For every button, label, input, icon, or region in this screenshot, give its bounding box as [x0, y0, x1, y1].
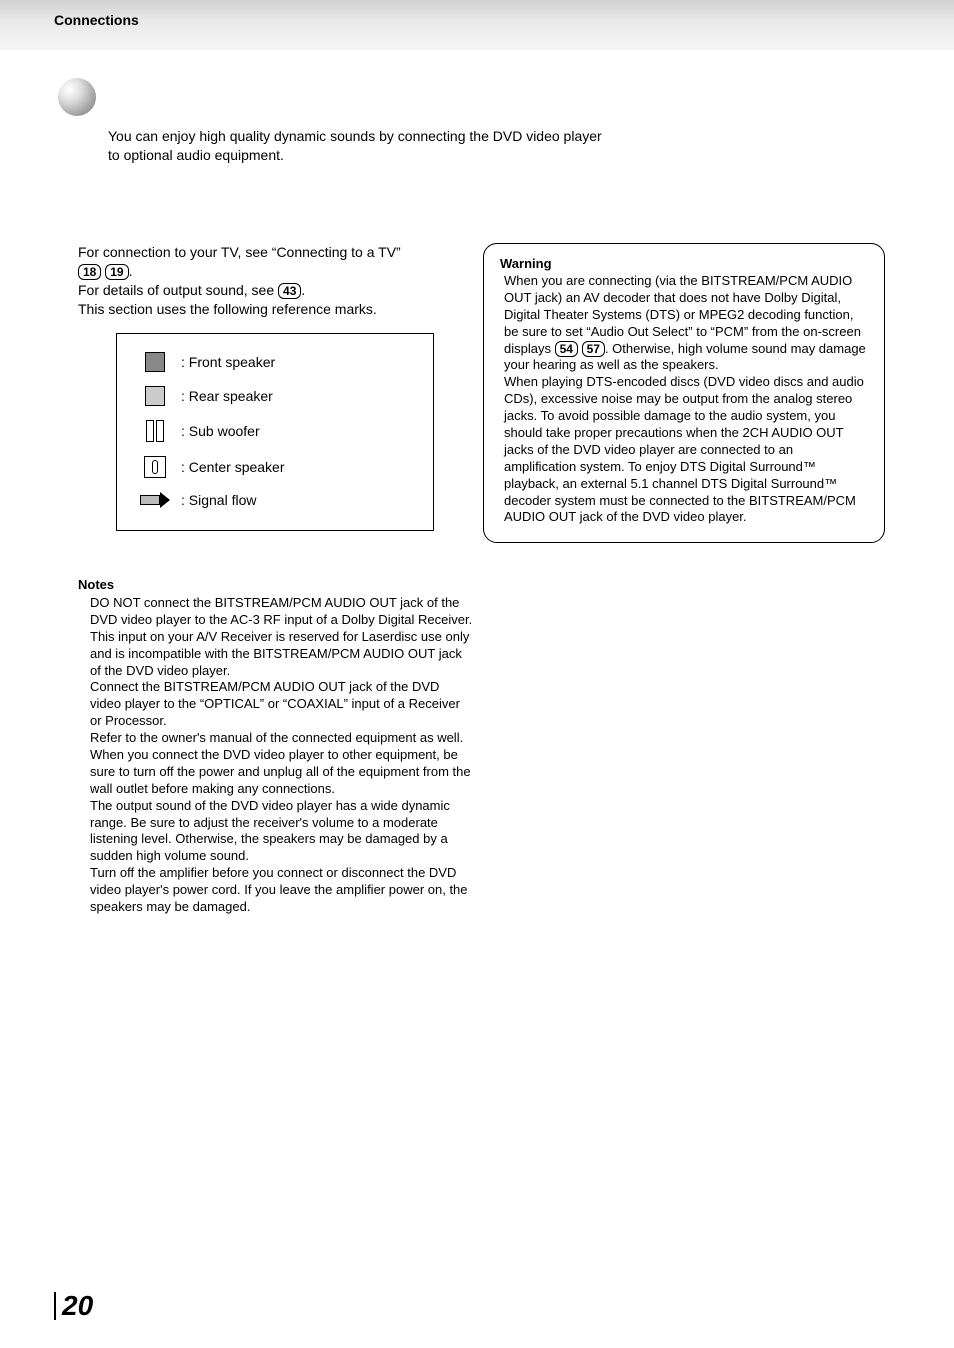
connection-text: For connection to your TV, see “Connecti…: [78, 243, 458, 319]
warning-heading: Warning: [500, 256, 868, 271]
notes-section: Notes DO NOT connect the BITSTREAM/PCM A…: [78, 577, 473, 916]
note-item: Connect the BITSTREAM/PCM AUDIO OUT jack…: [90, 679, 473, 730]
period: .: [301, 282, 305, 298]
note-item: DO NOT connect the BITSTREAM/PCM AUDIO O…: [90, 595, 473, 679]
legend-label: : Center speaker: [181, 459, 285, 475]
rear-speaker-icon: [139, 386, 171, 406]
details-text: For details of output sound, see: [78, 282, 278, 298]
page-ref-19: 19: [105, 264, 128, 280]
legend-box: : Front speaker : Rear speaker : Sub woo…: [116, 333, 434, 531]
legend-signal-flow: : Signal flow: [139, 492, 411, 508]
note-item: Turn off the amplifier before you connec…: [90, 865, 473, 916]
bullet-sphere-icon: [58, 78, 96, 116]
header-title: Connections: [54, 12, 139, 28]
intro-text: You can enjoy high quality dynamic sound…: [108, 127, 602, 165]
note-item: When you connect the DVD video player to…: [90, 747, 473, 798]
warning-body: When you are connecting (via the BITSTRE…: [500, 273, 868, 526]
legend-subwoofer: : Sub woofer: [139, 420, 411, 442]
page-number: 20: [54, 1292, 93, 1320]
note-item: The output sound of the DVD video player…: [90, 798, 473, 866]
warning-text: When playing DTS-encoded discs (DVD vide…: [504, 374, 868, 526]
ref-marks-text: This section uses the following referenc…: [78, 301, 377, 317]
left-column: For connection to your TV, see “Connecti…: [78, 243, 458, 531]
notes-heading: Notes: [78, 577, 473, 592]
legend-label: : Rear speaker: [181, 388, 273, 404]
notes-body: DO NOT connect the BITSTREAM/PCM AUDIO O…: [78, 595, 473, 916]
legend-rear-speaker: : Rear speaker: [139, 386, 411, 406]
intro-line2: to optional audio equipment.: [108, 146, 602, 165]
page-ref-54: 54: [555, 341, 578, 357]
period: .: [129, 263, 133, 279]
front-speaker-icon: [139, 352, 171, 372]
warning-box: Warning When you are connecting (via the…: [483, 243, 885, 543]
page-ref-57: 57: [582, 341, 605, 357]
legend-center-speaker: : Center speaker: [139, 456, 411, 478]
center-speaker-icon: [139, 456, 171, 478]
legend-front-speaker: : Front speaker: [139, 352, 411, 372]
intro-line1: You can enjoy high quality dynamic sound…: [108, 127, 602, 146]
page-ref-43: 43: [278, 283, 301, 299]
conn-tv-text: For connection to your TV, see “Connecti…: [78, 244, 401, 260]
legend-label: : Sub woofer: [181, 423, 260, 439]
header-bar: Connections: [0, 0, 954, 50]
signal-flow-icon: [139, 492, 171, 508]
note-item: Refer to the owner's manual of the conne…: [90, 730, 473, 747]
subwoofer-icon: [139, 420, 171, 442]
legend-label: : Front speaker: [181, 354, 275, 370]
page-ref-18: 18: [78, 264, 101, 280]
legend-label: : Signal flow: [181, 492, 256, 508]
